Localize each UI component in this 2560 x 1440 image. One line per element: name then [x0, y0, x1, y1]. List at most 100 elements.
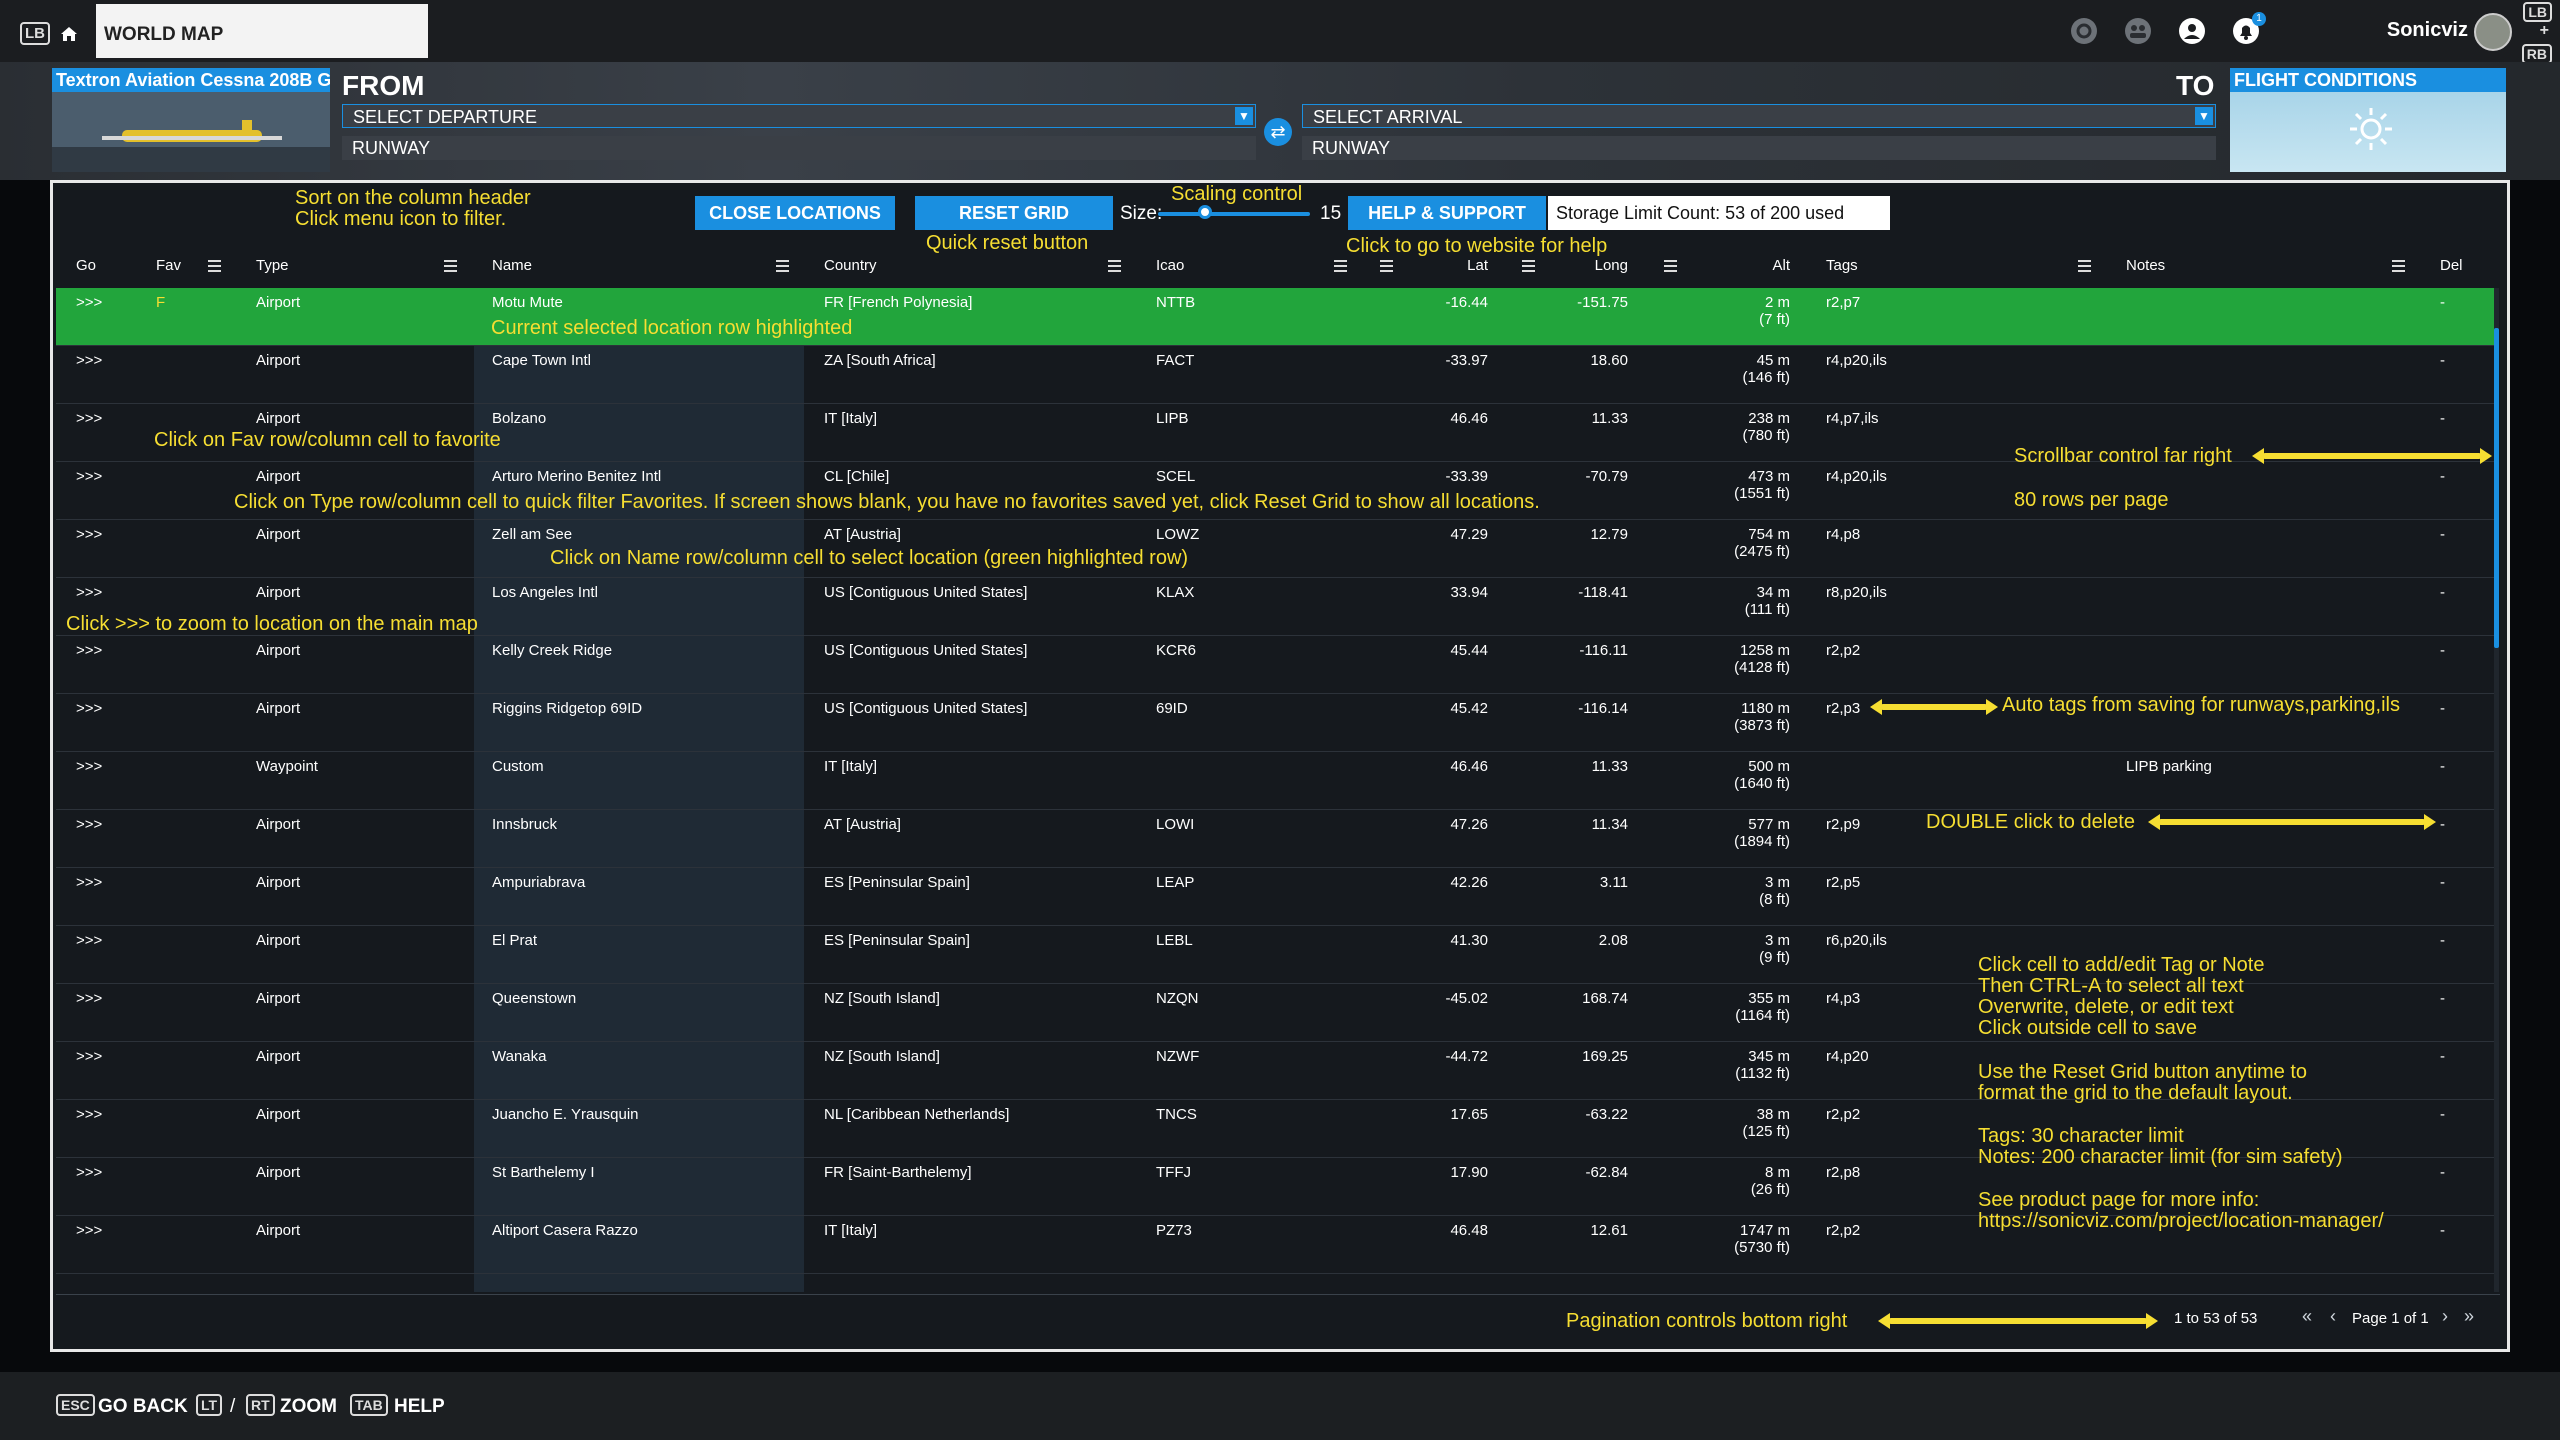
type-cell[interactable]: Airport — [256, 1048, 301, 1065]
reset-grid-button[interactable]: RESET GRID — [915, 196, 1113, 230]
type-cell[interactable]: Airport — [256, 642, 301, 659]
flight-conditions-card[interactable]: FLIGHT CONDITIONS — [2230, 68, 2506, 172]
name-cell[interactable]: Ampuriabrava — [492, 874, 586, 891]
column-header-icao[interactable]: Icao — [1156, 257, 1185, 274]
go-cell[interactable]: >>> — [76, 990, 103, 1007]
type-cell[interactable]: Waypoint — [256, 758, 318, 775]
tags-cell[interactable]: r2,p7 — [1826, 294, 1861, 311]
tags-cell[interactable]: r4,p7,ils — [1826, 410, 1879, 427]
table-row[interactable]: >>> Airport Arturo Merino Benitez Intl CL [… — [56, 462, 2496, 520]
tags-cell[interactable]: r4,p20 — [1826, 1048, 1869, 1065]
column-header-lat[interactable]: Lat — [1467, 257, 1488, 274]
fav-cell[interactable]: F — [156, 294, 166, 311]
delete-cell[interactable]: - — [2440, 1048, 2445, 1065]
name-cell[interactable]: Juancho E. Yrausquin — [492, 1106, 639, 1123]
arrival-select[interactable]: SELECT ARRIVAL ▼ — [1302, 104, 2216, 128]
delete-cell[interactable]: - — [2440, 468, 2445, 485]
notifications-icon[interactable] — [2232, 17, 2260, 45]
zoom-button[interactable]: ZOOM — [280, 1396, 337, 1417]
go-cell[interactable]: >>> — [76, 874, 103, 891]
table-row[interactable]: >>> Airport Los Angeles Intl US [Contiguous… — [56, 578, 2496, 636]
go-cell[interactable]: >>> — [76, 352, 103, 369]
tags-filter-menu-icon[interactable] — [2078, 246, 2091, 286]
departure-select[interactable]: SELECT DEPARTURE ▼ — [342, 104, 1256, 128]
delete-cell[interactable]: - — [2440, 990, 2445, 1007]
type-cell[interactable]: Airport — [256, 584, 301, 601]
tags-cell[interactable]: r2,p2 — [1826, 642, 1861, 659]
help-button[interactable]: HELP — [394, 1396, 445, 1417]
type-cell[interactable]: Airport — [256, 700, 301, 717]
departure-runway-field[interactable]: RUNWAY — [342, 136, 1256, 160]
tags-cell[interactable]: r2,p9 — [1826, 816, 1861, 833]
name-cell[interactable]: Custom — [492, 758, 544, 775]
table-row[interactable]: >>> Airport Zell am See AT [Austria] LOWZ 47.… — [56, 520, 2496, 578]
column-header-fav[interactable]: Fav — [156, 257, 182, 274]
go-cell[interactable]: >>> — [76, 468, 103, 485]
table-row[interactable]: >>> Airport St Barthelemy I FR [Saint-Barth… — [56, 1158, 2496, 1216]
tags-cell[interactable]: r2,p2 — [1826, 1222, 1861, 1239]
long-filter-menu-icon[interactable] — [1522, 246, 1535, 286]
tags-cell[interactable]: r2,p3 — [1826, 700, 1861, 717]
name-cell[interactable]: Los Angeles Intl — [492, 584, 598, 601]
tags-cell[interactable]: r8,p20,ils — [1826, 584, 1887, 601]
home-icon[interactable] — [60, 26, 78, 42]
go-cell[interactable]: >>> — [76, 1048, 103, 1065]
table-row[interactable]: >>> Airport Altiport Casera Razzo IT [Italy… — [56, 1216, 2496, 1274]
name-cell[interactable]: Arturo Merino Benitez Intl — [492, 468, 662, 485]
type-cell[interactable]: Airport — [256, 1222, 301, 1239]
table-row[interactable]: >>> Airport Riggins Ridgetop 69ID US [Conti… — [56, 694, 2496, 752]
delete-cell[interactable]: - — [2440, 874, 2445, 891]
name-cell[interactable]: Bolzano — [492, 410, 547, 427]
delete-cell[interactable]: - — [2440, 352, 2445, 369]
go-cell[interactable]: >>> — [76, 1164, 103, 1181]
name-cell[interactable]: Altiport Casera Razzo — [492, 1222, 638, 1239]
column-header-long[interactable]: Long — [1594, 257, 1628, 274]
column-header-del[interactable]: Del — [2440, 257, 2463, 274]
next-page-icon[interactable]: › — [2442, 1306, 2448, 1326]
type-cell[interactable]: Airport — [256, 352, 301, 369]
country-filter-menu-icon[interactable] — [1108, 246, 1121, 286]
delete-cell[interactable]: - — [2440, 1164, 2445, 1181]
close-locations-button[interactable]: CLOSE LOCATIONS — [695, 196, 895, 230]
go-cell[interactable]: >>> — [76, 700, 103, 717]
go-cell[interactable]: >>> — [76, 642, 103, 659]
delete-cell[interactable]: - — [2440, 526, 2445, 543]
go-cell[interactable]: >>> — [76, 1106, 103, 1123]
go-cell[interactable]: >>> — [76, 410, 103, 427]
activity-icon[interactable] — [2070, 17, 2098, 45]
name-cell[interactable]: Wanaka — [492, 1048, 547, 1065]
first-page-icon[interactable]: « — [2302, 1306, 2313, 1326]
table-row[interactable]: >>> Airport Queenstown NZ [South Island] NZQ… — [56, 984, 2496, 1042]
column-header-tags[interactable]: Tags — [1826, 257, 1858, 274]
go-cell[interactable]: >>> — [76, 294, 103, 311]
scrollbar-track[interactable] — [2494, 288, 2499, 1292]
notes-cell[interactable]: LIPB parking — [2126, 758, 2212, 775]
table-row[interactable]: >>> Airport Innsbruck AT [Austria] LOWI 47.26… — [56, 810, 2496, 868]
table-row[interactable]: >>> Airport Juancho E. Yrausquin NL [Caribb… — [56, 1100, 2496, 1158]
table-row-selected[interactable]: >>> F Airport Motu Mute FR [French Polynesia… — [56, 288, 2496, 346]
tags-cell[interactable]: r4,p8 — [1826, 526, 1861, 543]
aircraft-card[interactable]: Textron Aviation Cessna 208B Grand Carav… — [52, 68, 330, 172]
table-row[interactable]: >>> Airport Wanaka NZ [South Island] NZWF -44… — [56, 1042, 2496, 1100]
table-row[interactable]: >>> Airport Bolzano IT [Italy] LIPB 46.46 11.3… — [56, 404, 2496, 462]
tags-cell[interactable]: r4,p20,ils — [1826, 352, 1887, 369]
column-header-type[interactable]: Type — [256, 257, 289, 274]
table-row[interactable]: >>> Airport Kelly Creek Ridge US [Contiguou… — [56, 636, 2496, 694]
type-cell[interactable]: Airport — [256, 410, 301, 427]
arrival-runway-field[interactable]: RUNWAY — [1302, 136, 2216, 160]
column-header-notes[interactable]: Notes — [2126, 257, 2166, 274]
help-support-button[interactable]: HELP & SUPPORT — [1348, 196, 1546, 230]
table-row[interactable]: >>> Airport El Prat ES [Peninsular Spain] LE… — [56, 926, 2496, 984]
type-cell[interactable]: Airport — [256, 816, 301, 833]
name-cell[interactable]: Kelly Creek Ridge — [492, 642, 613, 659]
type-cell[interactable]: Airport — [256, 1164, 301, 1181]
fav-filter-menu-icon[interactable] — [208, 246, 221, 286]
go-cell[interactable]: >>> — [76, 584, 103, 601]
delete-cell[interactable]: - — [2440, 294, 2445, 311]
delete-cell[interactable]: - — [2440, 932, 2445, 949]
name-cell[interactable]: Riggins Ridgetop 69ID — [492, 700, 643, 717]
type-cell[interactable]: Airport — [256, 468, 301, 485]
go-cell[interactable]: >>> — [76, 758, 103, 775]
profile-icon[interactable] — [2178, 17, 2206, 45]
type-cell[interactable]: Airport — [256, 526, 301, 543]
